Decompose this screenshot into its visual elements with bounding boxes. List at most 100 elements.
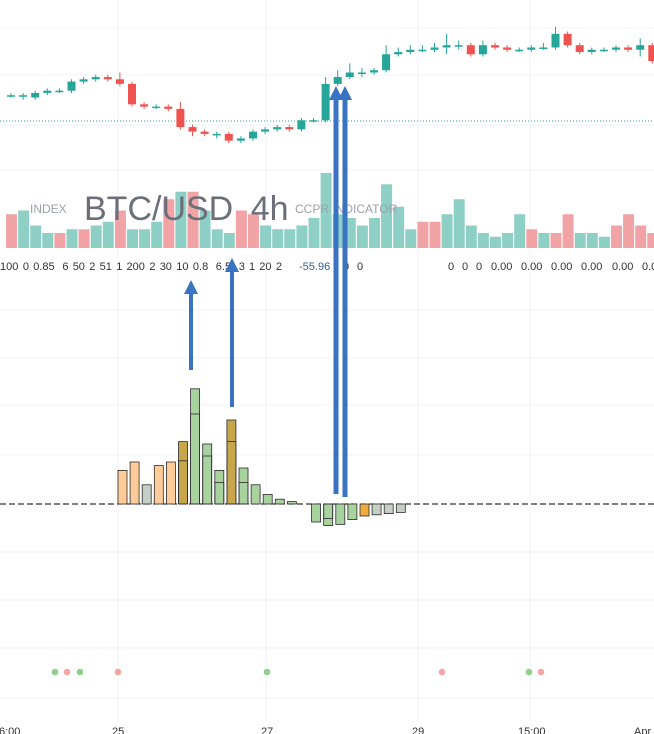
candle-body: [79, 79, 88, 82]
indicator-value: 2: [89, 261, 95, 273]
histogram-bar: [371, 503, 382, 516]
histogram-bar: [190, 388, 201, 505]
histogram-bar: [153, 465, 164, 505]
watermark-interval: 4h: [251, 190, 289, 228]
candle-body: [454, 45, 463, 47]
volume-bar: [647, 233, 654, 248]
candle-body: [587, 49, 596, 53]
volume-bar: [465, 225, 477, 248]
volume-bar: [356, 225, 368, 248]
candle-body: [152, 106, 161, 109]
volume-bar: [90, 225, 102, 248]
volume-bar: [562, 214, 574, 248]
candle-body: [515, 49, 524, 52]
histogram-bar: [335, 503, 346, 525]
indicator-value: 50: [73, 261, 85, 273]
volume-bar: [102, 221, 114, 248]
indicator-value: 2: [276, 261, 282, 273]
histogram-bar: [311, 503, 322, 523]
indicator-value: 0.00: [642, 261, 654, 273]
histogram-bar: [178, 441, 188, 505]
histogram-inner-bar: [323, 503, 334, 519]
volume-bar: [151, 221, 163, 248]
volume-bar: [235, 210, 247, 248]
histogram-bar: [286, 501, 297, 505]
volume-bar: [623, 214, 635, 248]
candle-body: [357, 72, 366, 74]
indicator-value-row: 100 0 0.85 6 50 2 51 1 200 2 30 10 0.8 6.5 3 1 20 2 -55.96…: [0, 261, 654, 273]
candle-body: [382, 54, 391, 71]
volume-bar: [453, 199, 465, 248]
candle-body: [164, 106, 173, 109]
indicator-value: 2: [149, 261, 155, 273]
candle-body: [539, 47, 548, 49]
volume-bar: [139, 229, 151, 248]
volume-bar: [405, 229, 417, 248]
indicator-value: 0.00: [521, 261, 542, 273]
volume-bars: [6, 173, 654, 248]
annotation-arrows: [184, 86, 352, 497]
candle-body: [478, 45, 487, 55]
volume-bar: [127, 229, 138, 248]
indicator-value: 10: [176, 261, 188, 273]
histogram-bar: [395, 503, 406, 513]
indicator-value: 30: [160, 261, 172, 273]
candle-body: [212, 133, 221, 136]
volume-bar: [308, 218, 320, 248]
volume-bar: [163, 199, 175, 248]
indicator-value: 0: [462, 261, 468, 273]
volume-bar: [598, 236, 610, 248]
signal-dot: [263, 668, 271, 676]
histogram-bar: [226, 419, 237, 505]
candle-body: [249, 131, 257, 139]
candle-body: [200, 131, 209, 134]
indicator-value: 0: [476, 261, 482, 273]
volume-bar: [502, 233, 514, 248]
histogram-bar: [214, 469, 225, 505]
candle-body: [91, 77, 100, 80]
histogram-bar: [129, 461, 140, 505]
volume-bar: [6, 214, 17, 248]
candle-body: [31, 92, 40, 98]
histogram-bar: [359, 503, 370, 517]
volume-bar: [381, 184, 393, 248]
candle-body: [624, 47, 633, 50]
volume-bar: [199, 210, 211, 248]
volume-bar: [514, 214, 526, 248]
indicator-label-index: INDEX: [30, 202, 67, 216]
volume-bar: [477, 233, 489, 248]
candle-body: [115, 79, 124, 84]
histogram-bar: [347, 503, 358, 521]
histogram-inner-bar: [214, 481, 225, 505]
volume-bar: [441, 214, 453, 248]
volume-bar: [78, 229, 90, 248]
annotation-arrow-head: [329, 86, 343, 100]
candle-body: [321, 83, 330, 121]
volume-bar: [320, 173, 332, 248]
volume-bar: [635, 225, 647, 248]
histogram-bar: [141, 484, 152, 505]
price-candles: [7, 27, 654, 143]
x-axis-label: Apr: [634, 726, 651, 734]
indicator-value: 0.85: [33, 261, 54, 273]
candle-body: [345, 72, 354, 78]
candle-body: [176, 108, 185, 128]
volume-bar: [296, 225, 308, 248]
histogram-bars: [117, 388, 406, 527]
candle-body: [67, 81, 76, 91]
signal-dot: [438, 668, 446, 676]
volume-bar: [393, 206, 405, 248]
candle-body: [442, 45, 451, 48]
candle-body: [648, 45, 654, 62]
histogram-bar: [383, 503, 394, 515]
candle-body: [612, 47, 620, 50]
histogram-bar: [165, 461, 176, 505]
indicator-value: 51: [100, 261, 112, 273]
candle-body: [527, 47, 536, 50]
indicator-value: 3: [239, 261, 245, 273]
indicator-value: 0.00: [551, 261, 572, 273]
candle-body: [19, 95, 28, 97]
indicator-value: 200: [127, 261, 145, 273]
candle-body: [551, 33, 560, 48]
